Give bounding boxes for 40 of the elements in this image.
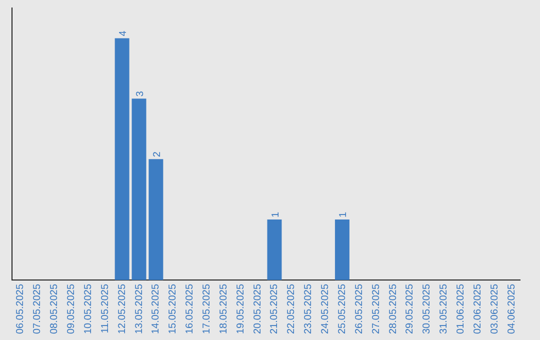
x-tick-label: 02.06.2025 [472,284,484,334]
x-tick-label: 26.05.2025 [354,284,365,334]
x-tick-label: 16.05.2025 [184,284,196,334]
x-tick-label: 28.05.2025 [388,284,399,334]
x-tick-label: 06.05.2025 [15,284,26,334]
x-tick-label: 22.05.2025 [286,284,298,334]
x-tick-label: 09.05.2025 [66,284,78,334]
x-tick-label: 25.05.2025 [336,284,348,334]
x-tick-label: 17.05.2025 [201,284,212,334]
data-label: 3 [135,90,146,97]
x-tick-label: 14.05.2025 [150,284,162,334]
x-tick-label: 31.05.2025 [438,284,450,334]
data-label: 4 [118,30,130,36]
data-label: 1 [270,212,282,218]
bar [132,98,146,280]
x-tick-label: 04.06.2025 [506,284,518,334]
x-tick-label: 23.05.2025 [303,284,314,334]
x-tick-label: 24.05.2025 [320,284,332,334]
x-tick-label: 13.05.2025 [134,284,145,334]
x-tick-label: 01.06.2025 [455,284,466,334]
data-label: 1 [338,212,350,218]
x-tick-label: 03.06.2025 [489,284,500,334]
x-tick-label: 21.05.2025 [269,284,280,334]
x-tick-label: 11.05.2025 [100,284,111,334]
x-tick-label: 08.05.2025 [49,284,60,334]
x-tick-label: 12.05.2025 [116,284,128,334]
bar [148,159,164,280]
x-tick-label: 18.05.2025 [218,284,230,334]
x-tick-label: 20.05.2025 [252,284,264,334]
x-tick-label: 27.05.2025 [370,284,382,334]
x-tick-label: 15.05.2025 [168,284,179,334]
x-tick-label: 29.05.2025 [404,284,416,334]
x-tick-label: 10.05.2025 [82,284,94,334]
bar [114,38,130,280]
x-tick-label: 30.05.2025 [422,284,433,334]
x-tick-label: 07.05.2025 [32,284,44,334]
bar [334,220,350,280]
data-label: 2 [152,151,163,158]
bar [267,220,282,280]
x-tick-label: 19.05.2025 [235,284,246,334]
